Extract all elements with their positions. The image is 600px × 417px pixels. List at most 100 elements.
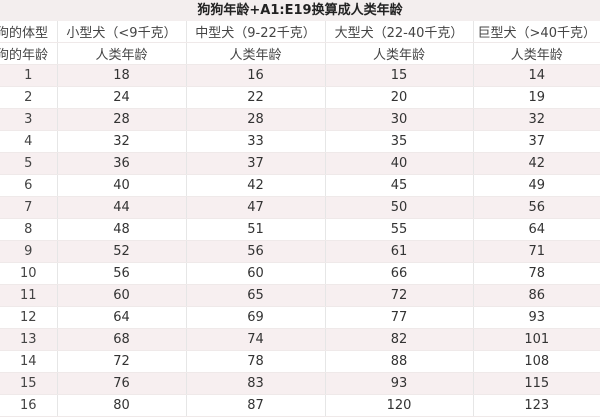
row-header-cell: 6 xyxy=(0,174,57,197)
row-header-cell: 7 xyxy=(0,196,57,219)
table-row: 7 44 47 50 56 xyxy=(0,196,600,219)
table-cell: 22 xyxy=(185,86,325,109)
table-cell: 87 xyxy=(185,394,325,417)
row-header-cell: 12 xyxy=(0,306,57,329)
table-cell: 78 xyxy=(185,350,325,373)
table-row: 12 64 69 77 93 xyxy=(0,306,600,329)
table-cell: 74 xyxy=(185,328,325,351)
table-cell: 36 xyxy=(56,152,186,175)
table-row: 1 18 16 15 14 xyxy=(0,64,600,87)
row-header-cell: 3 xyxy=(0,108,57,131)
table-cell: 16 xyxy=(185,64,325,87)
table-cell: 19 xyxy=(472,86,600,109)
table-cell: 大型犬（22-40千克） xyxy=(324,21,473,43)
table-cell: 61 xyxy=(324,240,473,263)
table-cell: 115 xyxy=(472,372,600,395)
row-header-cell: 5 xyxy=(0,152,57,175)
table-cell: 101 xyxy=(472,328,600,351)
table-cell: 47 xyxy=(185,196,325,219)
table-cell: 82 xyxy=(324,328,473,351)
table-cell: 88 xyxy=(324,350,473,373)
table-cell: 巨型犬（>40千克） xyxy=(472,21,600,43)
table-cell: 小型犬（<9千克） xyxy=(56,21,186,43)
row-header-cell: 8 xyxy=(0,218,57,241)
table-cell: 48 xyxy=(56,218,186,241)
row-header-cell: 14 xyxy=(0,350,57,373)
table-row: 10 56 60 66 78 xyxy=(0,262,600,285)
table-cell: 83 xyxy=(185,372,325,395)
table-cell: 20 xyxy=(324,86,473,109)
table-cell: 69 xyxy=(185,306,325,329)
table-row: 13 68 74 82 101 xyxy=(0,328,600,351)
table-cell: 49 xyxy=(472,174,600,197)
table-cell: 72 xyxy=(324,284,473,307)
table-cell: 55 xyxy=(324,218,473,241)
table-cell: 76 xyxy=(56,372,186,395)
table-cell: 120 xyxy=(324,394,473,417)
table-cell: 64 xyxy=(56,306,186,329)
table-cell: 78 xyxy=(472,262,600,285)
table-cell: 60 xyxy=(185,262,325,285)
table-cell: 108 xyxy=(472,350,600,373)
table-row: 3 28 28 30 32 xyxy=(0,108,600,131)
row-header-cell: 9 xyxy=(0,240,57,263)
table-cell: 人类年龄 xyxy=(324,42,473,65)
table-cell: 50 xyxy=(324,196,473,219)
row-header-cell: 13 xyxy=(0,328,57,351)
table-row: 15 76 83 93 115 xyxy=(0,372,600,395)
table-cell: 28 xyxy=(56,108,186,131)
header-row-size: 狗的体型 小型犬（<9千克） 中型犬（9-22千克） 大型犬（22-40千克） 巨型犬（… xyxy=(0,21,600,43)
table-cell: 44 xyxy=(56,196,186,219)
table-cell: 人类年龄 xyxy=(472,42,600,65)
row-header-cell: 15 xyxy=(0,372,57,395)
row-header-cell: 16 xyxy=(0,394,57,417)
table-cell: 64 xyxy=(472,218,600,241)
table-cell: 32 xyxy=(472,108,600,131)
table-row: 4 32 33 35 37 xyxy=(0,130,600,153)
table-cell: 80 xyxy=(56,394,186,417)
row-header-cell: 1 xyxy=(0,64,57,87)
table-cell: 56 xyxy=(56,262,186,285)
table-cell: 56 xyxy=(185,240,325,263)
table-cell: 40 xyxy=(56,174,186,197)
table-cell: 56 xyxy=(472,196,600,219)
table-cell: 42 xyxy=(185,174,325,197)
table-cell: 37 xyxy=(185,152,325,175)
row-header-cell: 狗的年龄 xyxy=(0,42,57,65)
table-cell: 18 xyxy=(56,64,186,87)
table-row: 2 24 22 20 19 xyxy=(0,86,600,109)
table-cell: 40 xyxy=(324,152,473,175)
table-cell: 33 xyxy=(185,130,325,153)
table-title: 狗狗年龄+A1:E19换算成人类年龄 xyxy=(0,0,600,21)
table-cell: 65 xyxy=(185,284,325,307)
table-cell: 52 xyxy=(56,240,186,263)
table-row: 6 40 42 45 49 xyxy=(0,174,600,197)
table-cell: 71 xyxy=(472,240,600,263)
table-cell: 32 xyxy=(56,130,186,153)
table-cell: 45 xyxy=(324,174,473,197)
table-cell: 42 xyxy=(472,152,600,175)
table-cell: 86 xyxy=(472,284,600,307)
table-row: 8 48 51 55 64 xyxy=(0,218,600,241)
table-cell: 30 xyxy=(324,108,473,131)
table-cell: 人类年龄 xyxy=(185,42,325,65)
table-row: 16 80 87 120 123 xyxy=(0,394,600,417)
table-cell: 51 xyxy=(185,218,325,241)
table-cell: 24 xyxy=(56,86,186,109)
table-cell: 93 xyxy=(324,372,473,395)
table-cell: 93 xyxy=(472,306,600,329)
row-header-cell: 2 xyxy=(0,86,57,109)
table-row: 14 72 78 88 108 xyxy=(0,350,600,373)
table-cell: 14 xyxy=(472,64,600,87)
row-header-cell: 狗的体型 xyxy=(0,21,57,43)
table-row: 5 36 37 40 42 xyxy=(0,152,600,175)
table-cell: 人类年龄 xyxy=(56,42,186,65)
table-cell: 15 xyxy=(324,64,473,87)
table-cell: 28 xyxy=(185,108,325,131)
table-row: 9 52 56 61 71 xyxy=(0,240,600,263)
table-cell: 123 xyxy=(472,394,600,417)
row-header-cell: 11 xyxy=(0,284,57,307)
table-cell: 中型犬（9-22千克） xyxy=(185,21,325,43)
dog-age-table: 狗的体型 小型犬（<9千克） 中型犬（9-22千克） 大型犬（22-40千克） 巨型犬（… xyxy=(0,21,600,417)
table-cell: 77 xyxy=(324,306,473,329)
